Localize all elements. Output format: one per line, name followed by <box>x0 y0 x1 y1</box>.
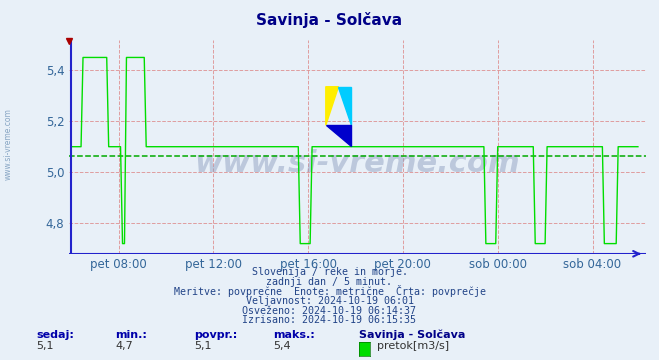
Text: pretok[m3/s]: pretok[m3/s] <box>377 341 449 351</box>
Text: www.si-vreme.com: www.si-vreme.com <box>4 108 13 180</box>
Text: 5,1: 5,1 <box>194 341 212 351</box>
Text: 4,7: 4,7 <box>115 341 133 351</box>
Polygon shape <box>339 87 351 125</box>
Text: Savinja - Solčava: Savinja - Solčava <box>359 329 465 340</box>
Polygon shape <box>326 87 339 125</box>
Text: 5,4: 5,4 <box>273 341 291 351</box>
Text: Izrisano: 2024-10-19 06:15:35: Izrisano: 2024-10-19 06:15:35 <box>243 315 416 325</box>
Text: 5,1: 5,1 <box>36 341 54 351</box>
Text: Osveženo: 2024-10-19 06:14:37: Osveženo: 2024-10-19 06:14:37 <box>243 306 416 316</box>
Text: sedaj:: sedaj: <box>36 330 74 340</box>
Text: zadnji dan / 5 minut.: zadnji dan / 5 minut. <box>266 276 393 287</box>
Text: povpr.:: povpr.: <box>194 330 238 340</box>
Text: min.:: min.: <box>115 330 147 340</box>
Text: Veljavnost: 2024-10-19 06:01: Veljavnost: 2024-10-19 06:01 <box>246 296 413 306</box>
Polygon shape <box>326 125 351 147</box>
Text: Meritve: povprečne  Enote: metrične  Črta: povprečje: Meritve: povprečne Enote: metrične Črta:… <box>173 285 486 297</box>
Text: www.si-vreme.com: www.si-vreme.com <box>194 149 521 178</box>
Text: Savinja - Solčava: Savinja - Solčava <box>256 12 403 28</box>
Text: maks.:: maks.: <box>273 330 315 340</box>
Text: Slovenija / reke in morje.: Slovenija / reke in morje. <box>252 267 407 277</box>
